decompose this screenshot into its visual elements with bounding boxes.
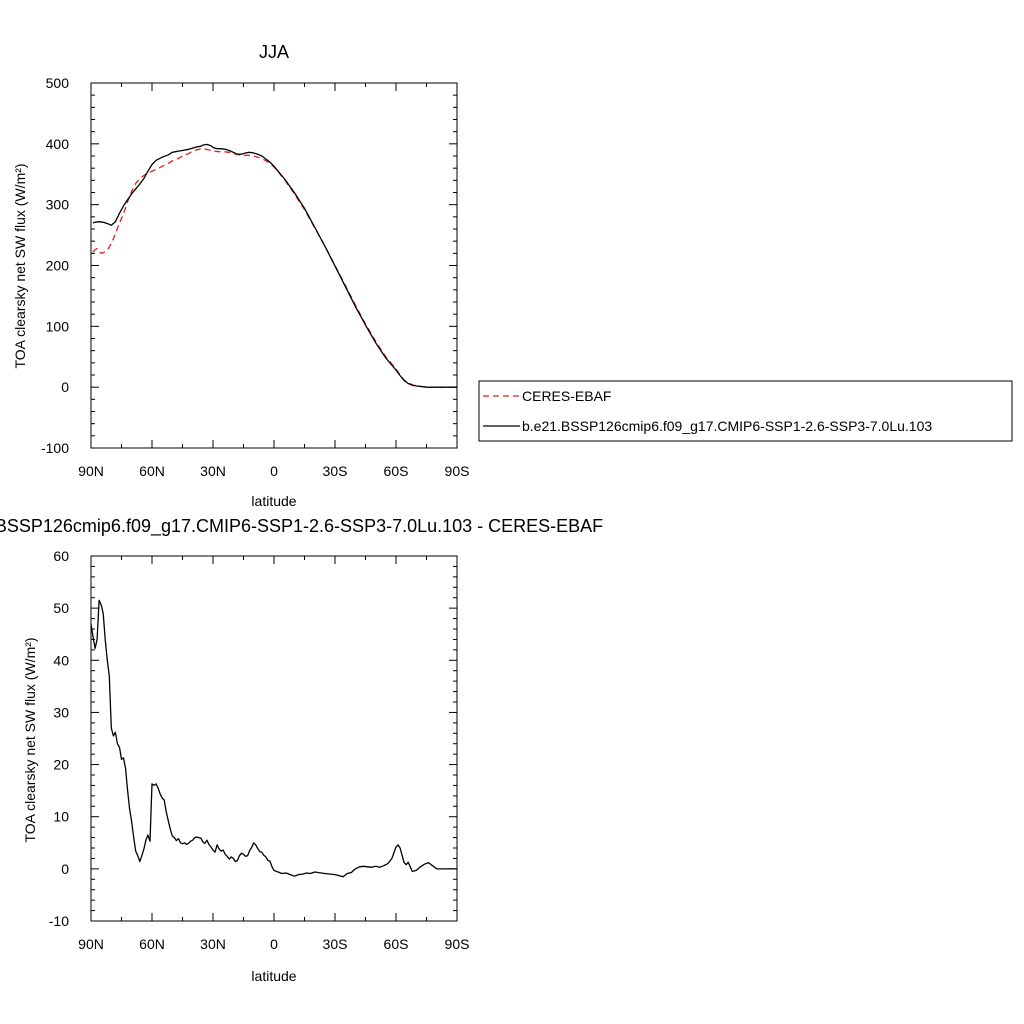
top-x-axis-label: latitude: [251, 493, 296, 509]
bottom-plot-frame: [90, 555, 458, 922]
top-plot-frame: [90, 82, 458, 449]
legend-label-ceres: CERES-EBAF: [522, 388, 611, 404]
bottom-y-tick-label: 20: [53, 757, 69, 773]
bottom-series-line-0: [90, 599, 457, 878]
top-y-tick-label: 400: [46, 136, 70, 152]
top-series-group: [92, 143, 457, 388]
bottom-y-tick-label: 30: [53, 704, 69, 720]
bottom-x-tick-label: 90N: [78, 936, 104, 952]
bottom-x-tick-label: 90S: [445, 936, 470, 952]
bottom-panel: b.e21.BSSP126cmip6.f09_g17.CMIP6-SSP1-2.…: [0, 516, 603, 984]
bottom-x-tick-label: 30S: [323, 936, 348, 952]
bottom-y-axis-label: TOA clearsky net SW flux (W/m²): [22, 637, 38, 842]
legend-box: [478, 380, 1013, 442]
top-y-tick-label: -100: [41, 440, 69, 456]
top-x-tick-label: 30N: [200, 463, 226, 479]
bottom-y-tick-label: -10: [49, 913, 69, 929]
top-x-tick-label: 60N: [139, 463, 165, 479]
bottom-x-tick-label: 30N: [200, 936, 226, 952]
top-x-tick-label: 60S: [384, 463, 409, 479]
top-x-tick-label: 0: [270, 463, 278, 479]
top-x-tick-label: 90S: [445, 463, 470, 479]
top-y-tick-label: 200: [46, 258, 70, 274]
bottom-y-tick-label: 40: [53, 652, 69, 668]
top-y-tick-label: 0: [61, 379, 69, 395]
top-panel: JJA 90N 60N 30N 0 30S 60S 90S -100 0 100 200 300 400…: [12, 42, 469, 509]
top-x-tick-label: 90N: [78, 463, 104, 479]
top-y-tick-label: 500: [46, 75, 70, 91]
bottom-axes: 90N 60N 30N 0 30S 60S 90S -10 0 10 20 30 40 50 60: [49, 548, 470, 952]
top-series-line-1: [92, 143, 457, 388]
legend: CERES-EBAF b.e21.BSSP126cmip6.f09_g17.CM…: [478, 380, 1013, 442]
bottom-y-tick-label: 0: [61, 861, 69, 877]
top-series-line-0: [92, 148, 457, 388]
bottom-series-group: [90, 599, 457, 878]
bottom-y-tick-label: 50: [53, 600, 69, 616]
bottom-chart-title: b.e21.BSSP126cmip6.f09_g17.CMIP6-SSP1-2.…: [0, 516, 603, 537]
top-y-tick-label: 100: [46, 318, 70, 334]
bottom-x-tick-label: 0: [270, 936, 278, 952]
top-axes: 90N 60N 30N 0 30S 60S 90S -100 0 100 200 300 400 500: [41, 75, 469, 479]
bottom-x-tick-label: 60N: [139, 936, 165, 952]
legend-label-model: b.e21.BSSP126cmip6.f09_g17.CMIP6-SSP1-2.…: [522, 418, 932, 434]
bottom-y-axis-label-group: TOA clearsky net SW flux (W/m²): [22, 637, 38, 842]
top-chart-title: JJA: [259, 42, 289, 62]
top-x-tick-label: 30S: [323, 463, 348, 479]
bottom-y-tick-label: 10: [53, 809, 69, 825]
bottom-y-tick-label: 60: [53, 548, 69, 564]
top-y-axis-label-group: TOA clearsky net SW flux (W/m²): [12, 163, 28, 368]
top-y-tick-label: 300: [46, 197, 70, 213]
bottom-x-axis-label: latitude: [251, 968, 296, 984]
bottom-x-tick-label: 60S: [384, 936, 409, 952]
top-y-axis-label: TOA clearsky net SW flux (W/m²): [12, 163, 28, 368]
